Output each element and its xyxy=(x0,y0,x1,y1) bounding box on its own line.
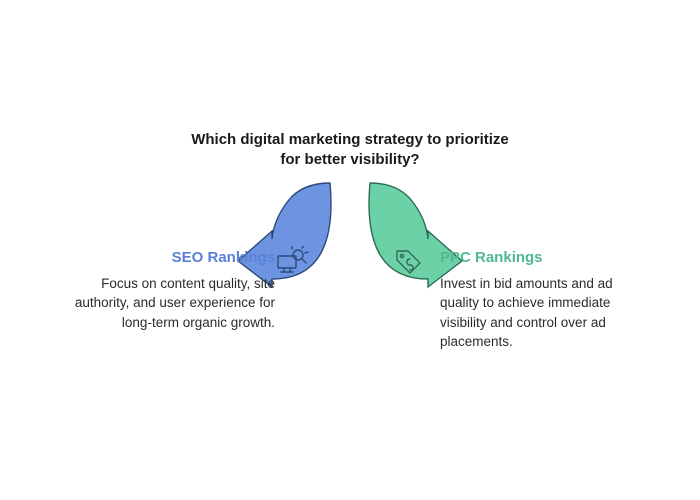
central-question: Which digital marketing strategy to prio… xyxy=(185,130,515,171)
infographic-container: Which digital marketing strategy to prio… xyxy=(0,130,700,279)
seo-search-monitor-icon xyxy=(272,241,312,281)
price-tag-icon xyxy=(388,241,428,281)
left-body: Focus on content quality, site authority… xyxy=(60,274,275,333)
left-column: SEO Rankings Focus on content quality, s… xyxy=(60,249,275,333)
right-title: PPC Rankings xyxy=(440,249,655,266)
right-column: PPC Rankings Invest in bid amounts and a… xyxy=(440,249,655,352)
right-body: Invest in bid amounts and ad quality to … xyxy=(440,274,655,352)
left-title: SEO Rankings xyxy=(60,249,275,266)
